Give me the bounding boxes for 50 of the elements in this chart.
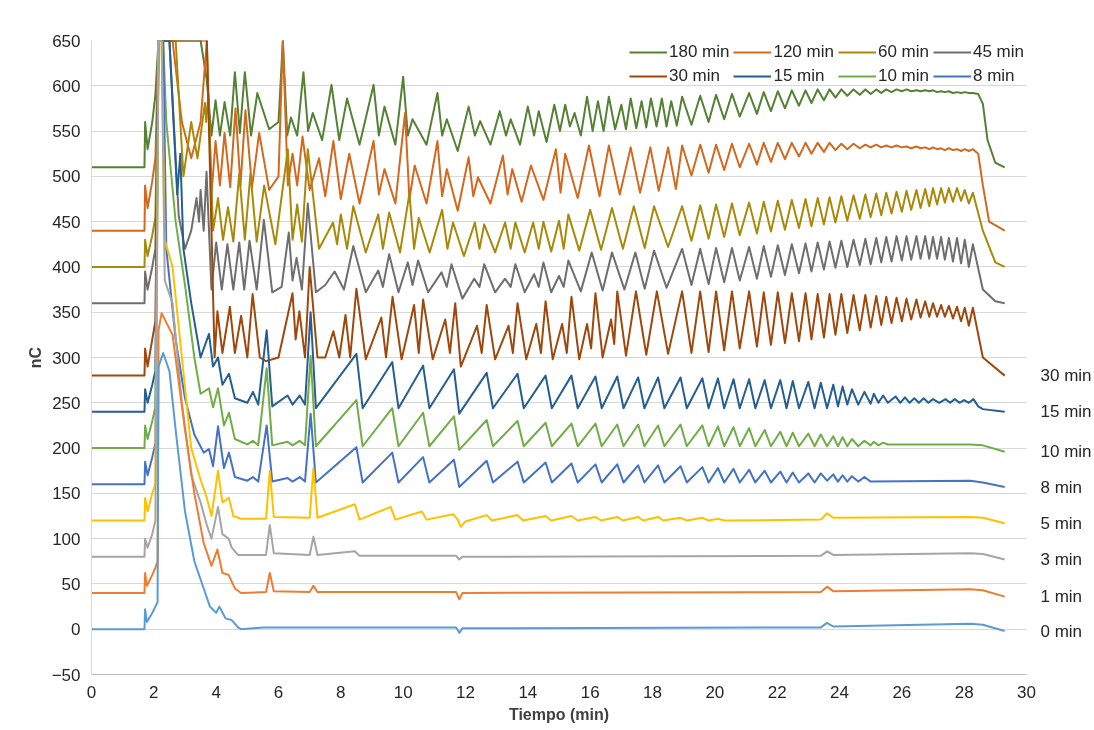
- legend-label: 120 min: [773, 42, 834, 62]
- x-tick-label: 18: [643, 682, 662, 702]
- legend-label: 10 min: [877, 66, 929, 86]
- y-tick-label: 500: [52, 167, 81, 187]
- x-tick-label: 24: [830, 682, 849, 702]
- text: 8 min: [1040, 477, 1083, 497]
- line-series: [91, 351, 1006, 634]
- legend-label: 30 min: [668, 66, 720, 86]
- y-tick-label: 550: [52, 122, 81, 142]
- x-tick-label: 26: [892, 682, 912, 702]
- x-tick-label: 28: [954, 682, 974, 702]
- legend-label: 15 min: [773, 66, 825, 86]
- x-tick-label: 20: [705, 682, 725, 702]
- text: 30 min: [1040, 366, 1092, 386]
- text: 15 min: [1040, 402, 1092, 422]
- y-tick-label: 0: [71, 620, 81, 640]
- legend-label: 180 min: [668, 42, 730, 62]
- x-tick-label: 30: [1017, 682, 1036, 702]
- y-tick-label: 100: [52, 529, 81, 549]
- y-tick-label: 250: [52, 393, 81, 413]
- x-axis-title: Tiempo (min): [508, 705, 610, 723]
- x-tick-label: 4: [211, 682, 221, 702]
- y-tick-label: 150: [52, 484, 81, 504]
- x-tick-label: 22: [767, 682, 787, 702]
- y-tick-label: 200: [52, 439, 81, 459]
- x-tick-label: 0: [86, 682, 97, 702]
- x-tick-label: 12: [456, 682, 475, 702]
- y-tick-label: 600: [52, 76, 81, 96]
- y-tick-label: 50: [61, 574, 81, 594]
- legend-label: 8 min: [972, 66, 1015, 86]
- y-tick-label: 400: [52, 257, 81, 277]
- text: 5 min: [1040, 513, 1083, 533]
- x-tick-label: 10: [393, 682, 413, 702]
- text: 3 min: [1040, 549, 1083, 569]
- y-tick-label: −50: [51, 665, 81, 685]
- legend-label: 45 min: [972, 42, 1024, 62]
- y-tick-label: 450: [52, 212, 81, 232]
- text: 10 min: [1040, 442, 1092, 462]
- legend-label: 60 min: [877, 42, 929, 62]
- y-axis-title: nC: [26, 346, 44, 369]
- x-tick-label: 8: [336, 682, 346, 702]
- text: 1 min: [1040, 587, 1083, 607]
- x-tick-label: 14: [518, 682, 538, 702]
- y-tick-label: 350: [52, 303, 81, 323]
- x-tick-label: 16: [580, 682, 600, 702]
- y-tick-label: 650: [52, 31, 81, 51]
- text: 0 min: [1040, 621, 1083, 641]
- x-tick-label: 2: [149, 682, 159, 702]
- y-tick-label: 300: [52, 348, 81, 368]
- x-tick-label: 6: [273, 682, 284, 702]
